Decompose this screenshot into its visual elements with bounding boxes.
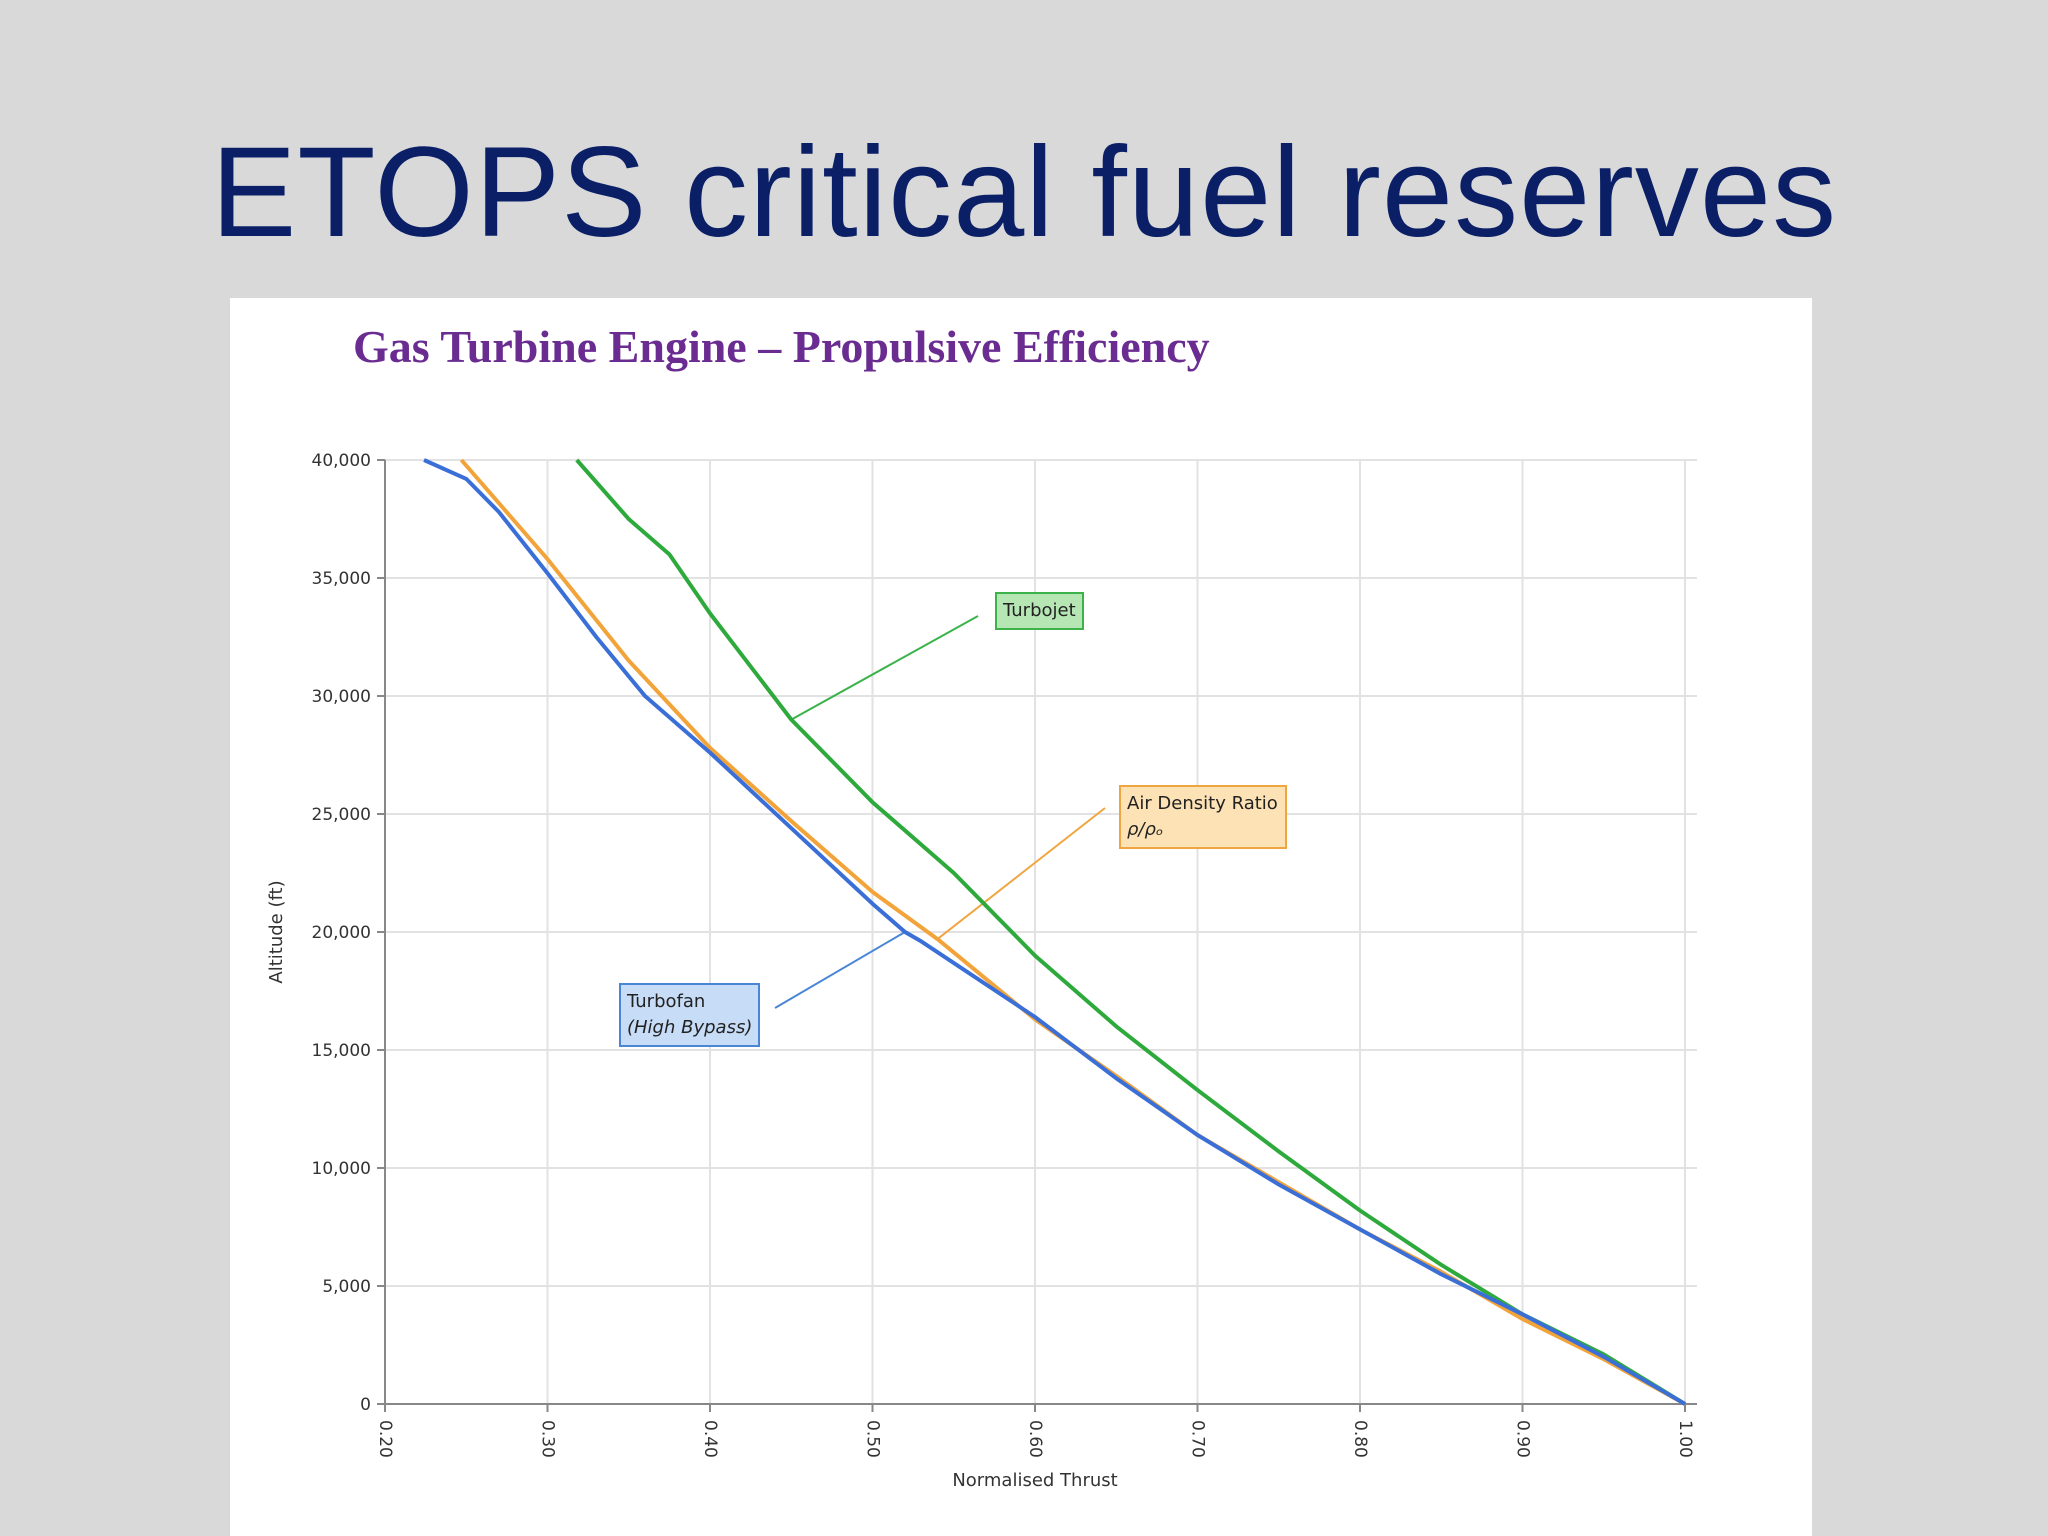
chart-title: Gas Turbine Engine – Propulsive Efficien… [353,321,1210,372]
callout-turbojet-label: Turbojet [1003,600,1076,621]
chart-panel: Gas Turbine Engine – Propulsive Efficien… [230,298,1812,1536]
x-tick-label: 0.60 [1025,1420,1045,1458]
x-tick-label: 0.50 [863,1420,883,1458]
x-tick-label: 0.90 [1513,1420,1533,1458]
grid [385,459,1697,1404]
y-tick-label: 15,000 [312,1041,371,1061]
axes [377,459,1697,1412]
y-tick-label: 20,000 [312,923,371,943]
x-tick-label: 1.00 [1675,1420,1695,1458]
y-tick-label: 25,000 [312,805,371,825]
callout-turbofan-sublabel: (High Bypass) [627,1017,753,1038]
x-tick-label: 0.20 [375,1420,395,1458]
x-tick-label: 0.70 [1188,1420,1208,1458]
y-tick-label: 40,000 [312,451,371,471]
callout-turbofan: Turbofan (High Bypass) [619,983,761,1047]
callout-density-label: Air Density Ratio [1127,793,1278,814]
callout-leaders [774,615,1106,1009]
y-tick-label: 5,000 [322,1277,371,1297]
leader-turbojet [790,615,979,721]
y-axis-label: Altitude (ft) [266,880,287,983]
series-turbofan-line [423,458,1687,1406]
callout-turbojet: Turbojet [995,592,1084,630]
series-lines [423,458,1687,1406]
tick-labels: 0 5,000 10,000 15,000 20,000 25,000 30,000 35,0… [312,451,1695,1458]
leader-turbofan [774,931,906,1009]
series-turbojet-line [575,458,1687,1406]
x-axis-label: Normalised Thrust [952,1470,1117,1491]
y-tick-label: 30,000 [312,687,371,707]
y-tick-label: 10,000 [312,1159,371,1179]
leader-air-density [936,807,1106,940]
callout-density-symbol: ρ/ρₒ [1127,819,1164,840]
y-tick-label: 35,000 [312,569,371,589]
callout-air-density-ratio: Air Density Ratio ρ/ρₒ [1119,785,1287,849]
x-tick-label: 0.30 [538,1420,558,1458]
callout-turbofan-label: Turbofan [627,991,706,1012]
y-tick-label: 0 [360,1395,371,1415]
line-chart: 0 5,000 10,000 15,000 20,000 25,000 30,000 35,0… [266,451,1697,1491]
x-tick-label: 0.40 [700,1420,720,1458]
slide-title: ETOPS critical fuel reserves [210,121,1838,264]
x-tick-label: 0.80 [1350,1420,1370,1458]
